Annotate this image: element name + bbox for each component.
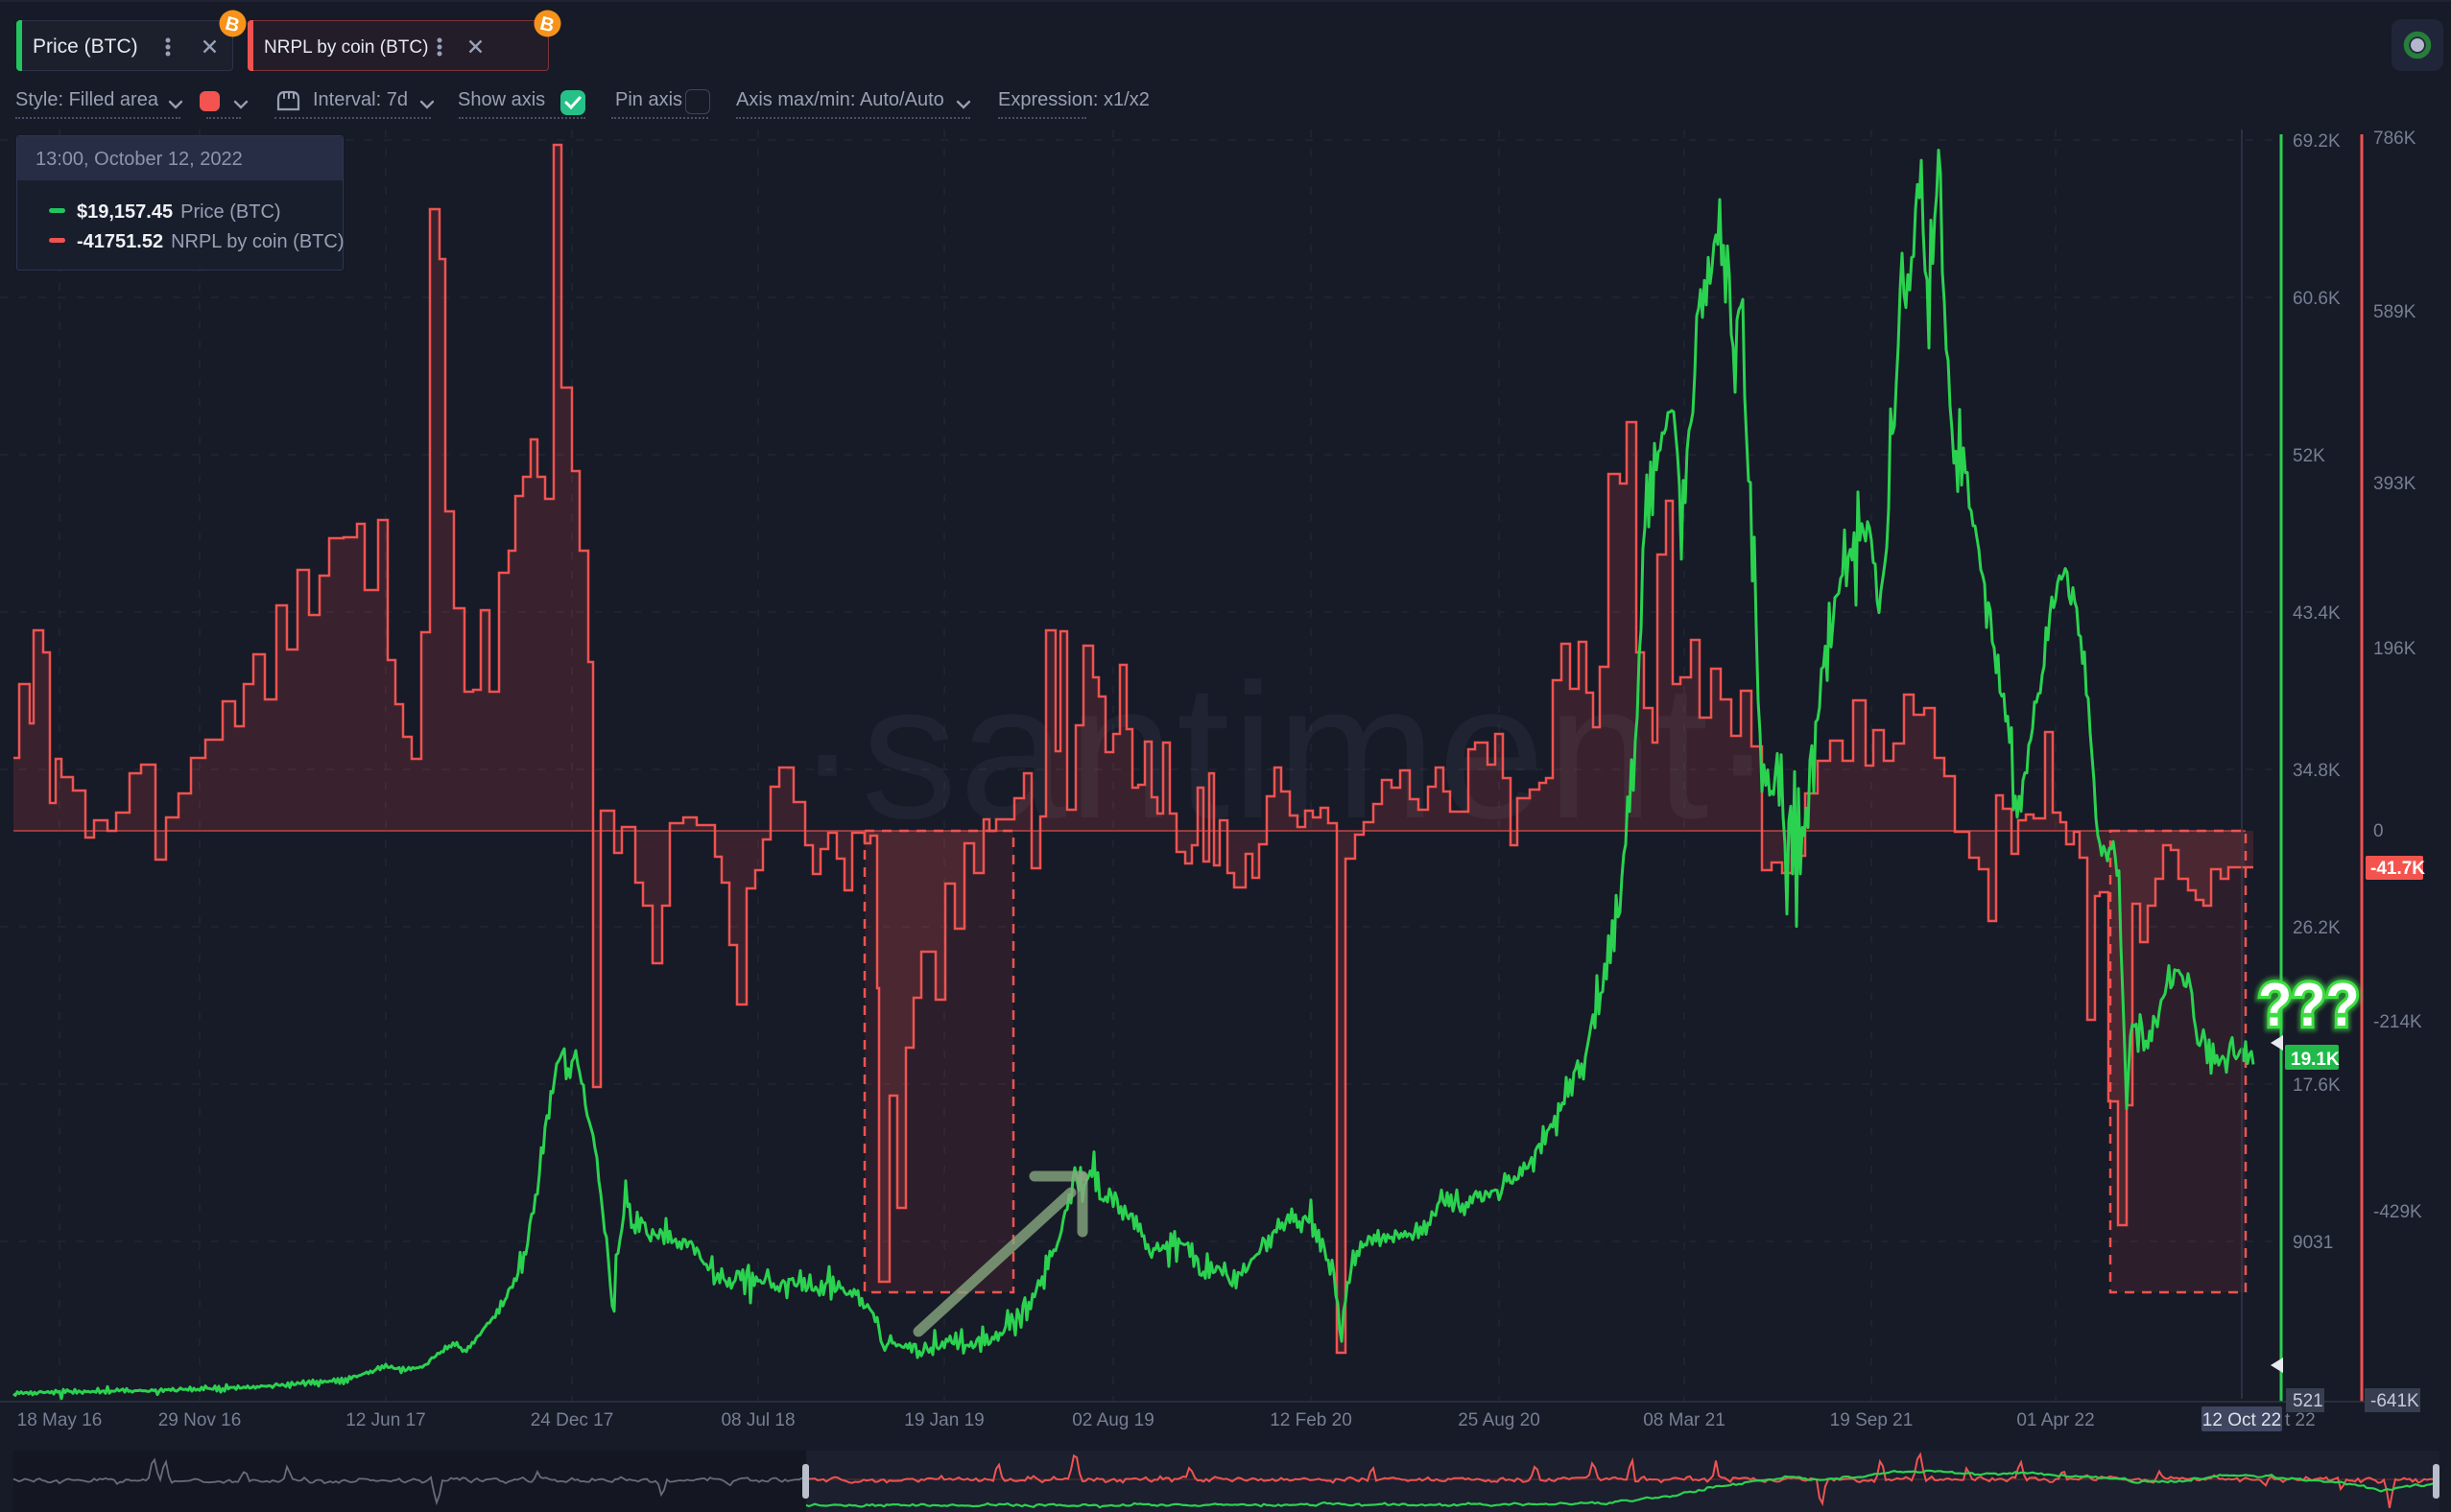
svg-text:19 Jan 19: 19 Jan 19 bbox=[904, 1410, 984, 1430]
svg-text:19 Sep 21: 19 Sep 21 bbox=[1830, 1410, 1914, 1430]
svg-text:196K: 196K bbox=[2373, 639, 2416, 659]
svg-text:9031: 9031 bbox=[2293, 1233, 2333, 1253]
svg-text:29 Nov 16: 29 Nov 16 bbox=[158, 1410, 242, 1430]
svg-text:02 Aug 19: 02 Aug 19 bbox=[1072, 1410, 1154, 1430]
svg-text:60.6K: 60.6K bbox=[2293, 289, 2341, 309]
svg-text:B: B bbox=[537, 13, 556, 37]
svg-text:69.2K: 69.2K bbox=[2293, 131, 2341, 152]
svg-text:43.4K: 43.4K bbox=[2293, 603, 2341, 624]
svg-text:521: 521 bbox=[2293, 1391, 2323, 1411]
svg-text:25 Aug 20: 25 Aug 20 bbox=[1458, 1410, 1540, 1430]
svg-text:18 May 16: 18 May 16 bbox=[17, 1410, 103, 1430]
svg-text:589K: 589K bbox=[2373, 302, 2416, 322]
svg-text:786K: 786K bbox=[2373, 129, 2416, 149]
svg-text:B: B bbox=[223, 13, 241, 37]
svg-text:17.6K: 17.6K bbox=[2293, 1075, 2341, 1096]
svg-text:12 Oct 22: 12 Oct 22 bbox=[2202, 1410, 2281, 1430]
svg-text:19.1K: 19.1K bbox=[2291, 1050, 2340, 1070]
svg-text:-41.7K: -41.7K bbox=[2370, 859, 2425, 879]
svg-text:???: ??? bbox=[2258, 970, 2360, 1038]
svg-text:24 Dec 17: 24 Dec 17 bbox=[531, 1410, 614, 1430]
svg-text:-429K: -429K bbox=[2373, 1202, 2422, 1222]
svg-text:12 Jun 17: 12 Jun 17 bbox=[345, 1410, 425, 1430]
svg-text:·santiment·: ·santiment· bbox=[796, 645, 1776, 859]
svg-text:t 22: t 22 bbox=[2285, 1410, 2316, 1430]
svg-text:26.2K: 26.2K bbox=[2293, 918, 2341, 938]
svg-text:12 Feb 20: 12 Feb 20 bbox=[1270, 1410, 1352, 1430]
svg-text:0: 0 bbox=[2373, 821, 2384, 841]
svg-text:???: ??? bbox=[2258, 970, 2360, 1038]
svg-text:52K: 52K bbox=[2293, 446, 2325, 466]
svg-text:08 Mar 21: 08 Mar 21 bbox=[1643, 1410, 1725, 1430]
svg-text:393K: 393K bbox=[2373, 474, 2416, 494]
svg-text:-214K: -214K bbox=[2373, 1012, 2422, 1032]
svg-text:08 Jul 18: 08 Jul 18 bbox=[721, 1410, 795, 1430]
svg-text:-641K: -641K bbox=[2370, 1391, 2419, 1411]
svg-text:01 Apr 22: 01 Apr 22 bbox=[2016, 1410, 2094, 1430]
svg-text:34.8K: 34.8K bbox=[2293, 761, 2341, 781]
